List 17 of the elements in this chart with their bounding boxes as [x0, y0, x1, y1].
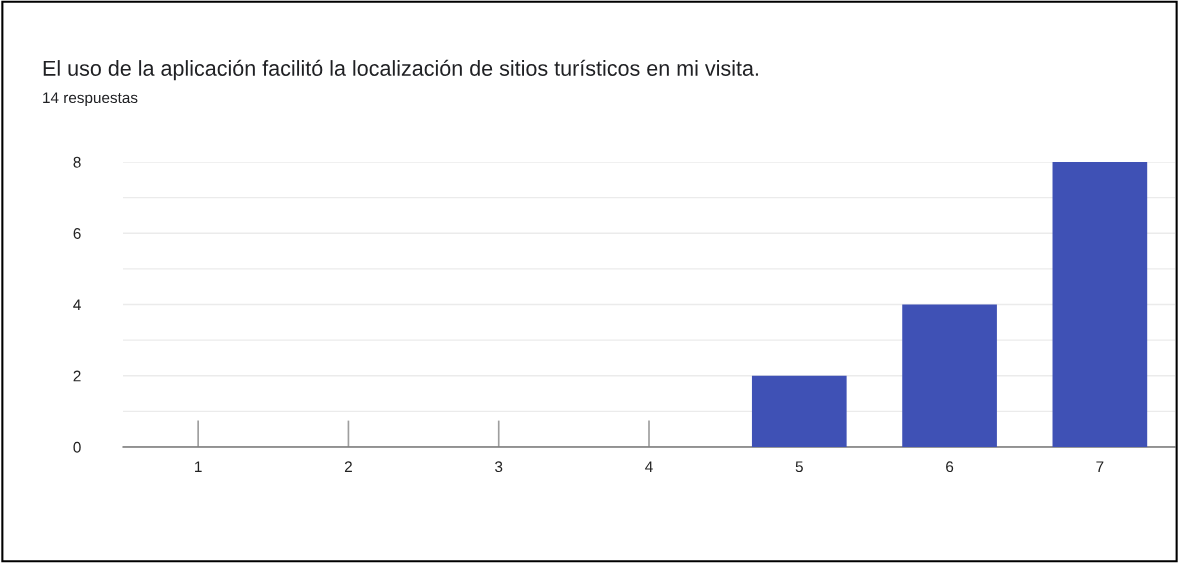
y-tick-label: 0: [73, 441, 81, 453]
bar: [1052, 162, 1148, 447]
x-tick-label: 3: [495, 461, 503, 473]
x-tick-label: 2: [344, 461, 352, 472]
x-tick-label: 7: [1096, 461, 1104, 472]
x-tick-label: 4: [645, 461, 653, 472]
bar: [902, 304, 997, 447]
bar: [751, 375, 847, 447]
chart-title: El uso de la aplicación facilitó la localización de sitios turísticos en mi visita.: [43, 59, 758, 81]
chart-subtitle: 14 respuestas: [43, 92, 138, 107]
y-tick-label: 2: [73, 370, 81, 382]
x-tick-label: 5: [795, 461, 803, 473]
y-tick-label: 4: [73, 299, 81, 311]
y-tick-label: 8: [73, 156, 81, 168]
x-tick-label: 6: [946, 461, 954, 473]
x-tick-label: 1: [195, 461, 202, 472]
y-tick-label: 6: [73, 228, 81, 239]
